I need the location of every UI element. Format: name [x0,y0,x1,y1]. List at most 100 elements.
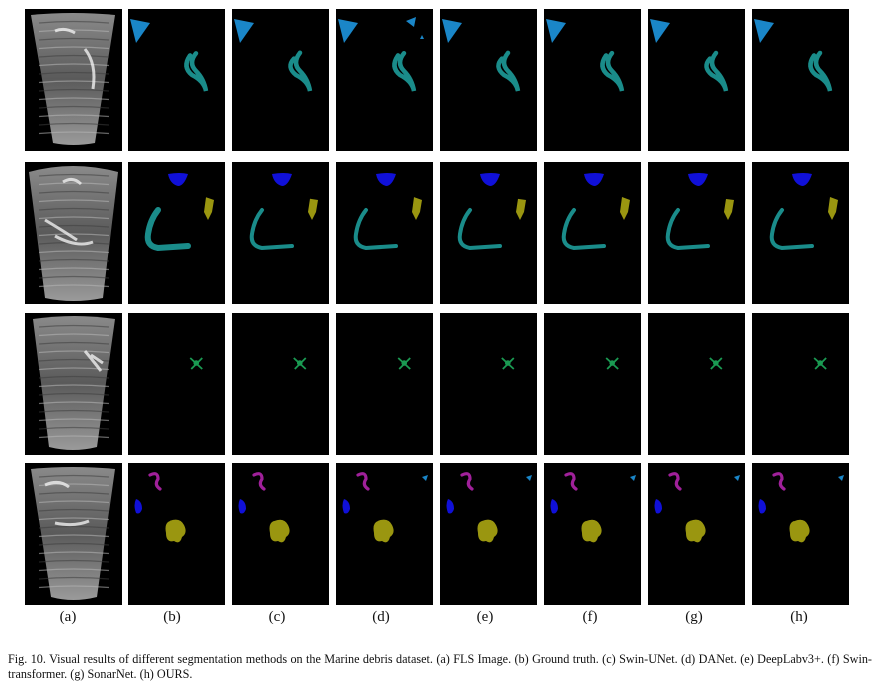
debris-mask-triangle [546,19,566,43]
debris-mask-triangle [234,19,254,43]
sonar-texture [38,20,110,24]
sonar-texture [38,131,110,135]
fls-image-panel [25,162,122,304]
sonar-texture [38,190,110,194]
sonar-texture [38,284,110,288]
sonar-texture [38,375,110,379]
column-label-d: (d) [372,609,390,625]
sonar-texture [38,508,110,512]
sonar-texture [38,333,110,337]
sonar-texture [38,358,110,362]
sonar-texture [38,114,110,118]
sonar-texture [38,250,110,254]
sonar-highlight [54,519,90,527]
sonar-texture [38,551,110,555]
debris-mask-triangle [442,19,462,43]
sonar-texture [38,409,110,413]
sonar-texture [38,435,110,439]
debris-mask-hook [496,50,521,92]
sonar-texture [38,384,110,388]
debris-mask-chain [561,208,606,251]
debris-mask-blue [238,499,246,514]
sonar-texture [38,500,110,504]
segmentation-panel [752,162,849,304]
sonar-texture [38,80,110,84]
debris-mask-chain [249,208,294,251]
debris-mask-olive-blob [373,519,394,543]
segmentation-panel [440,9,537,151]
segmentation-panel [336,313,433,455]
sonar-fan [31,13,115,145]
debris-mask-magenta [356,472,370,491]
debris-mask-blue [446,499,454,514]
debris-mask-olive-blob [269,519,290,543]
debris-mask-olive [412,197,422,220]
sonar-highlight [83,48,96,90]
sonar-texture [38,418,110,422]
segmentation-panel [336,162,433,304]
debris-mask-chain [665,208,710,251]
debris-mask-false-positive [406,17,424,39]
sonar-texture [38,517,110,521]
sonar-texture [38,341,110,345]
fls-image-panel [25,463,122,605]
sonar-texture [38,559,110,563]
segmentation-panel [440,313,537,455]
segmentation-panel [648,313,745,455]
debris-mask-triangle [650,19,670,43]
sonar-texture [38,367,110,371]
debris-mask-olive-blob [581,519,602,543]
debris-mask-semicircle [272,173,292,186]
sonar-texture [38,216,110,220]
segmentation-panel [648,463,745,605]
sonar-texture [38,324,110,328]
debris-mask-blue [550,499,558,514]
debris-mask-semicircle [792,173,812,186]
sonar-texture [38,568,110,572]
segmentation-panel [232,313,329,455]
sonar-texture [38,88,110,92]
segmentation-panel [544,9,641,151]
debris-mask-hook [704,50,729,92]
debris-mask-false-positive [838,475,844,481]
sonar-texture [38,199,110,203]
segmentation-panel [752,463,849,605]
debris-mask-chain [457,208,502,251]
segmentation-panel [544,463,641,605]
column-label-b: (b) [163,609,181,625]
sonar-texture [38,54,110,58]
debris-mask-blue [134,499,142,514]
debris-mask-false-positive [734,475,740,481]
fls-image-panel [25,9,122,151]
sonar-texture [38,182,110,186]
column-label-g: (g) [685,609,703,625]
sonar-texture [38,97,110,101]
sonar-texture [38,173,110,177]
sonar-texture [38,275,110,279]
debris-mask-hook [288,50,313,92]
debris-mask-magenta [460,472,474,491]
debris-mask-triangle [130,19,150,43]
segmentation-panel [128,162,225,304]
sonar-texture [38,576,110,580]
segmentation-panel [440,463,537,605]
debris-mask-olive [724,198,734,220]
debris-mask-center [713,360,719,366]
debris-mask-semicircle [376,173,396,186]
debris-mask-center [817,360,823,366]
column-label-e: (e) [476,609,494,625]
sonar-texture [38,267,110,271]
debris-mask-chain [769,208,814,251]
debris-mask-blue [758,499,766,514]
fls-image-panel [25,313,122,455]
segmentation-panel [232,9,329,151]
debris-mask-center [296,360,303,366]
sonar-highlight [44,480,70,489]
column-label-f: (f) [582,609,598,625]
sonar-fan [31,467,115,600]
debris-mask-olive [828,196,838,220]
debris-mask-olive-blob [685,519,706,543]
segmentation-panel [128,463,225,605]
debris-mask-hook [184,51,209,92]
sonar-texture [38,585,110,589]
